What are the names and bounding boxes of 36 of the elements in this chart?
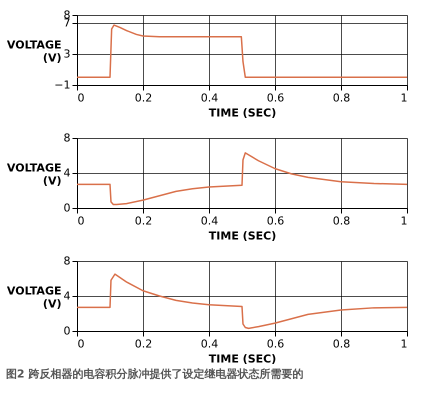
caption: 图2 跨反相器的电容积分脉冲提供了设定继电器状态所需要的 — [6, 368, 304, 380]
x-tick-label: 0.6 — [266, 338, 284, 350]
y-tick-label: 4 — [64, 290, 70, 302]
y-axis-title: VOLTAGE (V) — [6, 38, 62, 64]
y-tick-label: −1 — [54, 78, 70, 92]
y-tick-label: 8 — [64, 254, 70, 268]
x-tick-label: 0 — [78, 92, 84, 104]
y-tick-label: 0 — [64, 324, 70, 338]
line-series — [76, 152, 408, 206]
line-series — [76, 273, 408, 330]
x-tick-label: 0.8 — [332, 214, 350, 228]
x-tick-label: 0.4 — [200, 214, 218, 228]
x-tick-label: 0.4 — [200, 92, 218, 104]
line-series — [76, 24, 408, 78]
x-tick-label: 0.8 — [332, 338, 350, 350]
x-tick-label: 0.6 — [266, 214, 284, 228]
x-tick-label: 0 — [78, 214, 84, 228]
y-tick-label: 3 — [64, 47, 70, 60]
x-axis-title: TIME (SEC) — [208, 106, 276, 120]
y-tick-label: 4 — [64, 166, 70, 180]
x-tick-label: 0.8 — [332, 92, 350, 104]
y-tick-label: 0 — [64, 202, 70, 214]
y-axis-title: VOLTAGE (V) — [6, 162, 62, 188]
x-tick-label: 1 — [400, 214, 408, 228]
x-tick-label: 1 — [400, 92, 408, 104]
x-tick-label: 0 — [78, 338, 84, 350]
x-tick-label: 0.2 — [134, 338, 152, 350]
y-tick-label: 8 — [64, 132, 70, 144]
x-axis-title: TIME (SEC) — [208, 352, 276, 366]
x-tick-label: 1 — [400, 338, 408, 350]
x-tick-label: 0.2 — [134, 92, 152, 104]
x-tick-label: 0.6 — [266, 92, 284, 104]
x-tick-label: 0.4 — [200, 338, 218, 350]
y-axis-title: VOLTAGE (V) — [6, 284, 62, 310]
x-tick-label: 0.2 — [134, 214, 152, 228]
x-axis-title: TIME (SEC) — [208, 230, 276, 242]
